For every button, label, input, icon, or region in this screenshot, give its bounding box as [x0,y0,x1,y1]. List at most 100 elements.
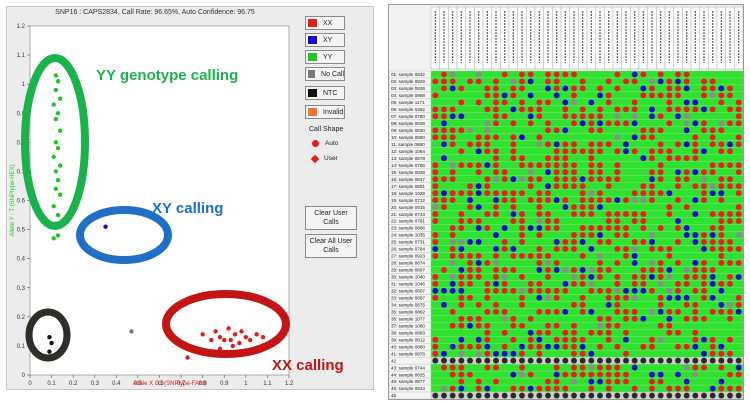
genotype-call-cell[interactable] [536,141,543,148]
genotype-call-cell[interactable] [553,343,560,350]
genotype-call-cell[interactable] [709,78,716,85]
genotype-call-cell[interactable] [527,329,534,336]
genotype-call-cell[interactable] [562,385,569,392]
genotype-call-cell[interactable] [527,92,534,99]
genotype-call-cell[interactable] [701,266,707,273]
genotype-call-cell[interactable] [536,134,543,141]
data-point-yy[interactable] [58,96,63,101]
data-point-xx[interactable] [217,334,223,340]
genotype-call-cell[interactable] [553,392,560,399]
genotype-call-cell[interactable] [588,120,595,127]
genotype-call-cell[interactable] [458,301,465,308]
genotype-call-cell[interactable] [623,141,629,148]
genotype-call-cell[interactable] [562,183,569,190]
genotype-call-cell[interactable] [519,225,525,231]
genotype-call-cell[interactable] [727,162,733,169]
genotype-call-cell[interactable] [432,197,439,204]
genotype-call-cell[interactable] [545,162,551,169]
genotype-call-cell[interactable] [432,211,439,217]
genotype-call-cell[interactable] [545,294,551,301]
genotype-call-cell[interactable] [735,385,742,392]
genotype-call-cell[interactable] [536,329,543,336]
genotype-call-cell[interactable] [683,113,690,120]
genotype-call-cell[interactable] [467,183,473,190]
genotype-call-cell[interactable] [536,232,543,238]
genotype-call-cell[interactable] [675,329,681,336]
genotype-call-cell[interactable] [666,211,673,217]
genotype-call-cell[interactable] [449,78,456,85]
genotype-call-cell[interactable] [666,155,673,162]
genotype-call-cell[interactable] [649,169,655,176]
genotype-call-cell[interactable] [727,308,733,315]
data-point-yy[interactable] [53,169,59,174]
genotype-call-cell[interactable] [458,162,465,169]
genotype-call-cell[interactable] [614,357,621,364]
genotype-call-cell[interactable] [432,273,439,280]
genotype-call-cell[interactable] [683,71,690,78]
genotype-call-cell[interactable] [640,85,647,92]
genotype-call-cell[interactable] [484,92,491,99]
genotype-call-cell[interactable] [631,218,638,224]
genotype-call-cell[interactable] [588,246,595,252]
genotype-call-cell[interactable] [519,239,525,245]
genotype-call-cell[interactable] [631,211,638,217]
data-point-ntc[interactable] [47,334,52,340]
genotype-call-cell[interactable] [640,211,647,217]
genotype-call-cell[interactable] [709,232,716,238]
genotype-call-cell[interactable] [510,120,517,127]
genotype-call-cell[interactable] [475,357,482,364]
genotype-call-cell[interactable] [553,225,560,231]
genotype-call-cell[interactable] [701,350,707,357]
genotype-call-cell[interactable] [527,343,534,350]
genotype-call-cell[interactable] [675,225,681,231]
genotype-call-cell[interactable] [675,343,681,350]
genotype-call-cell[interactable] [614,225,621,231]
genotype-call-cell[interactable] [727,392,733,399]
genotype-call-cell[interactable] [536,259,543,266]
genotype-call-cell[interactable] [510,266,517,273]
genotype-call-cell[interactable] [527,106,534,113]
genotype-call-cell[interactable] [527,120,534,127]
genotype-call-cell[interactable] [536,287,543,294]
genotype-call-cell[interactable] [649,232,655,238]
genotype-call-cell[interactable] [571,113,577,120]
genotype-call-cell[interactable] [588,141,595,148]
genotype-call-cell[interactable] [467,322,473,329]
genotype-call-cell[interactable] [571,232,577,238]
genotype-call-cell[interactable] [657,246,664,252]
genotype-call-cell[interactable] [605,266,612,273]
genotype-call-cell[interactable] [605,92,612,99]
genotype-call-cell[interactable] [727,92,733,99]
genotype-call-cell[interactable] [701,78,707,85]
genotype-call-cell[interactable] [545,169,551,176]
genotype-call-cell[interactable] [631,280,638,287]
genotype-call-cell[interactable] [675,259,681,266]
genotype-call-cell[interactable] [675,239,681,245]
genotype-call-cell[interactable] [562,336,569,343]
genotype-call-cell[interactable] [519,364,525,371]
data-point-xx[interactable] [239,329,244,334]
genotype-call-cell[interactable] [493,357,499,364]
genotype-call-cell[interactable] [709,183,716,190]
genotype-call-cell[interactable] [709,239,716,245]
genotype-call-cell[interactable] [493,232,499,238]
genotype-call-cell[interactable] [475,141,482,148]
genotype-call-cell[interactable] [623,350,629,357]
genotype-call-cell[interactable] [623,232,629,238]
genotype-call-cell[interactable] [432,106,439,113]
genotype-call-cell[interactable] [631,197,638,204]
genotype-call-cell[interactable] [623,371,629,378]
genotype-call-cell[interactable] [727,85,733,92]
genotype-call-cell[interactable] [432,134,439,141]
genotype-call-cell[interactable] [475,343,482,350]
data-point-yy[interactable] [55,145,61,151]
genotype-call-cell[interactable] [605,315,612,322]
genotype-call-cell[interactable] [597,315,603,322]
genotype-call-cell[interactable] [701,364,707,371]
genotype-call-cell[interactable] [493,162,499,169]
genotype-call-cell[interactable] [553,176,560,183]
genotype-call-cell[interactable] [666,85,673,92]
genotype-call-cell[interactable] [657,371,664,378]
genotype-call-cell[interactable] [727,211,733,217]
genotype-call-cell[interactable] [640,218,647,224]
